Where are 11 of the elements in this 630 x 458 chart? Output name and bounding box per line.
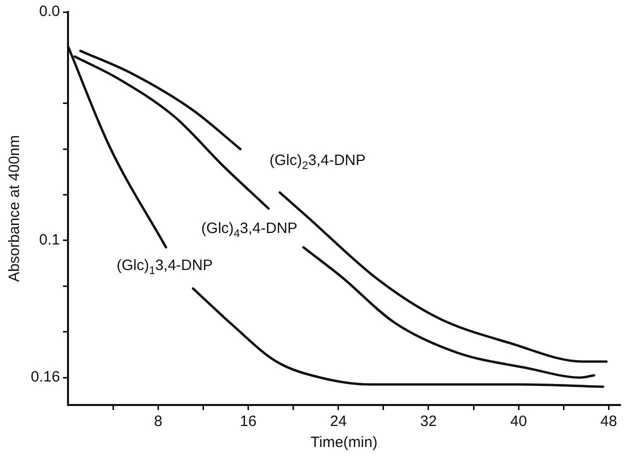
x-tick-label: 40 bbox=[510, 413, 527, 430]
y-tick-label: 0.16 bbox=[30, 368, 60, 386]
x-tick-label: 32 bbox=[420, 413, 437, 430]
x-tick-label: 48 bbox=[600, 413, 618, 430]
y-tick-label: 0.0 bbox=[39, 3, 60, 20]
x-axis-title: Time(min) bbox=[310, 434, 378, 452]
y-axis-title: Absorbance at 400nm bbox=[6, 135, 24, 282]
x-tick-label: 24 bbox=[330, 413, 347, 430]
x-tick-label: 16 bbox=[240, 413, 257, 430]
y-tick-label: 0.1 bbox=[39, 232, 60, 249]
x-tick-label: 8 bbox=[154, 413, 162, 430]
